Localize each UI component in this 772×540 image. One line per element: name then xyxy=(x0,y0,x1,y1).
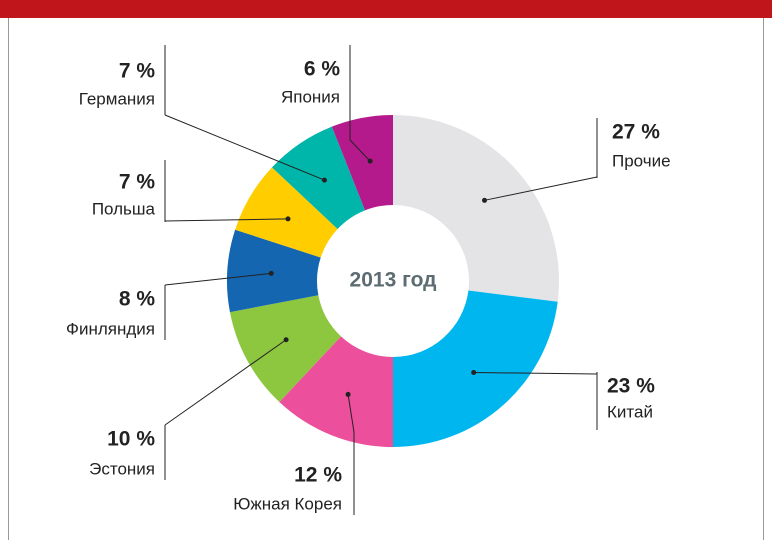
category-label: Финляндия xyxy=(66,319,155,338)
header-band xyxy=(0,0,772,18)
leader-line xyxy=(473,372,598,375)
category-label: Китай xyxy=(607,402,653,421)
leader-dot xyxy=(268,270,274,276)
leader-dot xyxy=(283,337,289,343)
slice xyxy=(393,290,558,447)
center-label: 2013 год xyxy=(350,269,437,292)
leader-dot xyxy=(345,391,351,397)
category-label: Эстония xyxy=(89,459,155,478)
leader-line xyxy=(164,218,288,222)
value-label: 6 % xyxy=(304,58,341,81)
category-label: Прочие xyxy=(612,151,671,170)
slice xyxy=(235,167,338,258)
category-label: Польша xyxy=(92,199,156,218)
leader-line xyxy=(484,176,598,201)
leader-dot xyxy=(367,158,373,164)
leader-line xyxy=(347,394,355,433)
slice xyxy=(229,295,341,403)
value-label: 7 % xyxy=(119,171,156,194)
value-label: 23 % xyxy=(607,375,655,398)
leader-line xyxy=(349,139,371,162)
value-label: 27 % xyxy=(612,121,660,144)
value-label: 10 % xyxy=(107,428,155,451)
leader-line xyxy=(164,272,272,286)
category-label: Южная Корея xyxy=(233,494,342,513)
slice xyxy=(393,115,559,302)
category-label: Япония xyxy=(281,87,340,106)
category-label: Германия xyxy=(79,89,155,108)
value-label: 7 % xyxy=(119,60,156,83)
leader-dot xyxy=(321,177,327,183)
value-label: 8 % xyxy=(119,288,156,311)
leader-dot xyxy=(285,216,291,222)
slice xyxy=(227,229,321,313)
leader-dot xyxy=(471,370,477,376)
leader-line xyxy=(164,114,325,181)
slice xyxy=(331,115,393,211)
leader-line xyxy=(164,339,287,426)
value-label: 12 % xyxy=(294,464,342,487)
leader-dot xyxy=(482,197,488,203)
slice xyxy=(279,336,393,447)
